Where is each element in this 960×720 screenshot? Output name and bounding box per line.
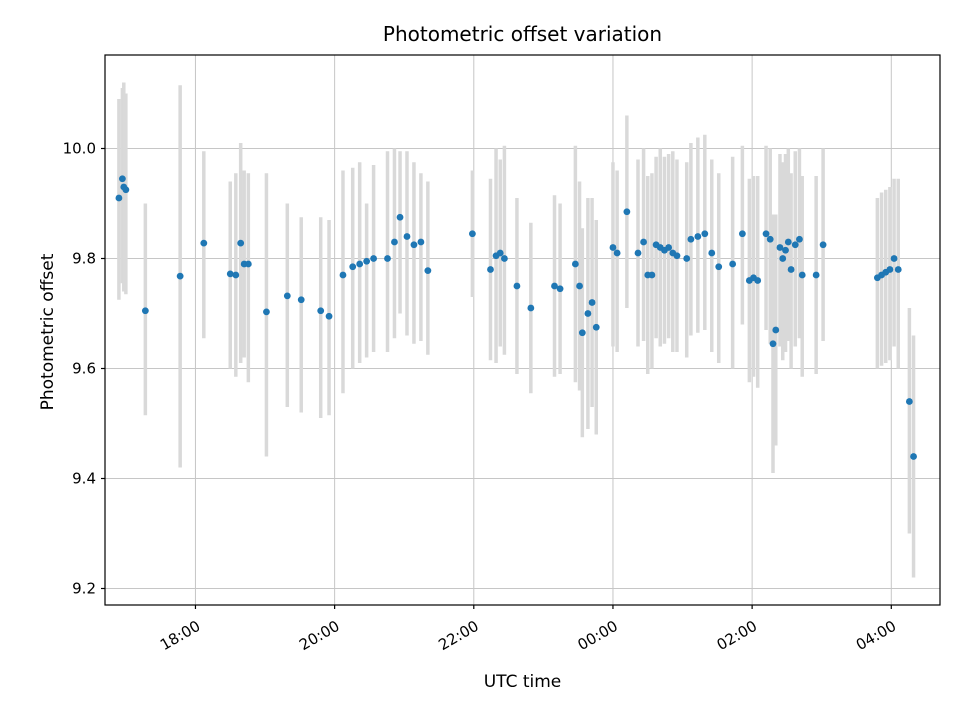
y-tick-label: 9.6	[72, 360, 96, 378]
data-point	[118, 175, 126, 183]
markers-group	[115, 175, 917, 460]
x-tick-label: 02:00	[714, 617, 760, 654]
y-tick-label: 9.2	[72, 580, 96, 598]
data-point	[766, 235, 774, 243]
y-axis-label: Photometric offset	[38, 253, 58, 411]
data-point	[356, 260, 364, 268]
data-point	[584, 310, 592, 317]
data-point	[417, 238, 425, 246]
data-point	[787, 266, 795, 273]
x-tick-label: 04:00	[853, 617, 899, 654]
data-point	[363, 257, 371, 265]
data-point	[798, 271, 806, 279]
data-point	[384, 255, 391, 262]
data-point	[623, 208, 631, 216]
y-tick-label: 9.4	[72, 470, 96, 488]
data-point	[325, 312, 333, 320]
data-point	[894, 266, 902, 273]
data-point	[527, 304, 535, 312]
data-point	[776, 244, 784, 251]
data-point	[263, 308, 270, 316]
data-point	[640, 238, 647, 246]
data-point	[410, 241, 418, 249]
data-point	[715, 263, 723, 271]
data-point	[812, 271, 820, 279]
data-point	[738, 230, 746, 238]
data-point	[141, 307, 149, 315]
data-point	[791, 241, 799, 249]
data-point	[176, 272, 184, 280]
data-point	[513, 282, 521, 290]
axes-group	[104, 54, 941, 606]
data-point	[779, 255, 787, 262]
x-tick-label: 22:00	[435, 617, 481, 654]
data-point	[556, 285, 564, 293]
y-tick-label: 10.0	[63, 140, 96, 158]
errorbars-group	[117, 82, 916, 578]
data-point	[634, 249, 642, 257]
data-point	[729, 260, 737, 268]
data-point	[317, 307, 325, 315]
data-point	[403, 233, 411, 240]
data-point	[576, 282, 583, 290]
data-point	[232, 271, 240, 279]
data-point	[890, 255, 898, 262]
data-point	[772, 326, 780, 334]
data-point	[237, 239, 245, 247]
data-point	[701, 230, 709, 238]
data-point	[396, 213, 404, 221]
x-tick-label: 00:00	[575, 617, 621, 654]
x-tick-label: 18:00	[157, 617, 203, 654]
data-point	[665, 244, 673, 251]
data-point	[613, 249, 621, 257]
chart-title: Photometric offset variation	[382, 22, 663, 46]
x-tick-label: 20:00	[296, 617, 342, 654]
data-point	[370, 255, 377, 262]
data-point	[551, 282, 558, 290]
data-point	[339, 271, 347, 279]
data-point	[905, 398, 913, 405]
data-point	[487, 266, 494, 273]
data-point	[796, 235, 803, 243]
data-point	[349, 263, 357, 271]
data-point	[782, 246, 789, 254]
data-point	[886, 266, 894, 273]
data-point	[708, 249, 716, 257]
data-point	[588, 299, 596, 306]
data-point	[592, 323, 600, 331]
data-point	[673, 252, 681, 260]
data-point	[115, 194, 123, 202]
data-point	[609, 244, 617, 251]
data-point	[424, 267, 432, 274]
data-point	[683, 255, 691, 262]
data-point	[578, 329, 586, 337]
data-point	[784, 238, 792, 246]
data-point	[469, 230, 476, 238]
data-point	[501, 255, 508, 262]
data-point	[391, 238, 398, 246]
data-point	[687, 235, 695, 243]
data-point	[283, 292, 291, 300]
data-point	[819, 241, 827, 249]
y-tick-labels-group: 9.2 9.4 9.6 9.8 10.0	[63, 140, 105, 598]
x-tick-labels-group: 18:00 20:00 22:00 00:00 02:00 04:00	[157, 605, 899, 654]
y-tick-label: 9.8	[72, 250, 96, 268]
data-point	[694, 233, 702, 240]
data-point	[226, 270, 234, 278]
x-axis-label: UTC time	[483, 672, 562, 692]
data-point	[769, 340, 777, 348]
data-point	[200, 239, 208, 247]
data-point	[754, 277, 762, 284]
data-point	[910, 453, 917, 460]
data-point	[762, 230, 770, 238]
data-point	[648, 271, 656, 279]
data-point	[244, 260, 252, 268]
data-point	[496, 249, 504, 257]
data-point	[297, 296, 305, 304]
data-point	[571, 260, 579, 268]
data-point	[122, 186, 130, 194]
